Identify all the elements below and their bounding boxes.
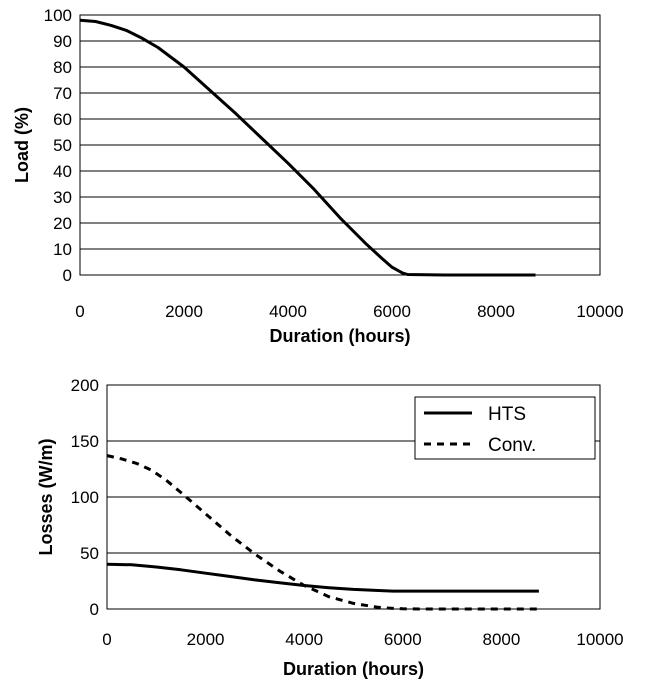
load-y-tick-label: 20 bbox=[53, 214, 72, 233]
losses-x-ticks: 0 2000 4000 6000 8000 10000 bbox=[102, 630, 623, 649]
losses-x-tick-label: 8000 bbox=[482, 630, 520, 649]
load-y-tick-label: 50 bbox=[53, 136, 72, 155]
legend-label-hts: HTS bbox=[488, 404, 526, 425]
load-y-tick-label: 30 bbox=[53, 188, 72, 207]
load-y-tick-label: 90 bbox=[53, 32, 72, 51]
load-y-tick-label: 80 bbox=[53, 58, 72, 77]
load-gridlines bbox=[80, 40, 600, 250]
load-x-tick-label: 0 bbox=[75, 302, 84, 321]
losses-y-tick-label: 200 bbox=[71, 376, 99, 395]
losses-x-tick-label: 6000 bbox=[384, 630, 422, 649]
legend-box bbox=[414, 396, 596, 460]
losses-y-ticks: 0 50 100 150 200 bbox=[71, 376, 99, 619]
losses-series-line-conv bbox=[106, 454, 539, 611]
load-x-tick-label: 2000 bbox=[165, 302, 203, 321]
load-x-ticks: 0 2000 4000 6000 8000 10000 bbox=[75, 302, 623, 321]
load-y-tick-label: 40 bbox=[53, 162, 72, 181]
load-x-tick-label: 4000 bbox=[269, 302, 307, 321]
load-y-tick-label: 70 bbox=[53, 84, 72, 103]
losses-series-group bbox=[106, 454, 539, 611]
load-plot-frame bbox=[79, 14, 601, 276]
losses-plot-frame bbox=[106, 384, 601, 610]
load-x-tick-label: 6000 bbox=[373, 302, 411, 321]
load-duration-chart: 0 2000 4000 6000 8000 10000 0 10 20 30 40 50 60 70 80… bbox=[12, 6, 624, 346]
losses-y-tick-label: 100 bbox=[71, 488, 99, 507]
load-y-ticks: 0 10 20 30 40 50 60 70 80 90 100 bbox=[44, 6, 72, 285]
losses-duration-chart: 0 2000 4000 6000 8000 10000 0 50 100 150 200 Dura… bbox=[36, 376, 624, 679]
losses-x-tick-label: 4000 bbox=[285, 630, 323, 649]
losses-x-axis-label: Duration (hours) bbox=[283, 659, 424, 679]
losses-series-line-hts bbox=[106, 562, 539, 593]
load-y-tick-label: 10 bbox=[53, 240, 72, 259]
load-x-tick-label: 10000 bbox=[576, 302, 623, 321]
losses-y-tick-label: 0 bbox=[90, 600, 99, 619]
load-y-tick-label: 100 bbox=[44, 6, 72, 25]
load-y-axis-label: Load (%) bbox=[12, 107, 32, 183]
losses-x-tick-label: 2000 bbox=[187, 630, 225, 649]
load-y-tick-label: 60 bbox=[53, 110, 72, 129]
load-series-line-0 bbox=[79, 18, 536, 277]
losses-x-tick-label: 0 bbox=[102, 630, 111, 649]
losses-y-axis-label: Losses (W/m) bbox=[36, 438, 56, 555]
legend-label-conv: Conv. bbox=[488, 435, 536, 456]
load-x-axis-label: Duration (hours) bbox=[270, 326, 411, 346]
load-x-tick-label: 8000 bbox=[477, 302, 515, 321]
load-series-group bbox=[79, 18, 536, 277]
losses-y-tick-label: 50 bbox=[80, 544, 99, 563]
losses-y-tick-label: 150 bbox=[71, 432, 99, 451]
losses-legend: HTS Conv. bbox=[414, 396, 596, 460]
losses-x-tick-label: 10000 bbox=[576, 630, 623, 649]
load-y-tick-label: 0 bbox=[63, 266, 72, 285]
